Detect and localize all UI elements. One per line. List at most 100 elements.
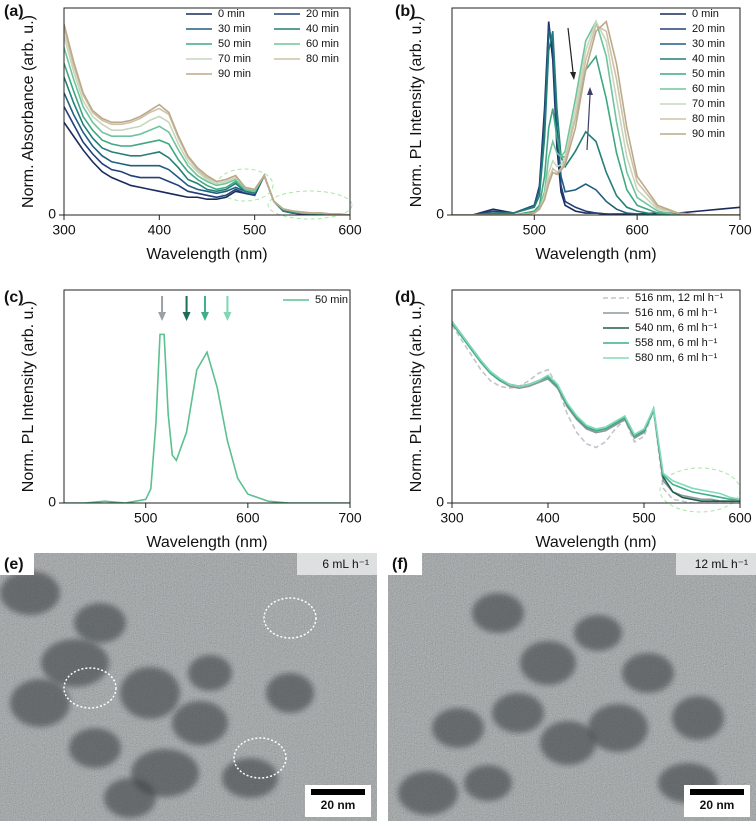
nanocrystal [472,593,524,633]
nanocrystal [266,673,314,713]
line-series [64,333,350,503]
annotation: 12 mL h⁻¹ [695,557,748,571]
nanocrystal [672,696,724,740]
x-tick-label: 300 [440,510,464,526]
nanocrystal [588,704,648,752]
legend-label: 60 min [306,38,339,50]
highlight-ring [263,597,317,639]
line-series [64,62,350,215]
annotation-box [676,553,756,575]
line-series [452,30,740,215]
x-tick-label: 300 [52,222,76,238]
line-series [452,322,740,501]
trend-arrow [586,94,591,151]
y-axis-title: Norm. Absorbance (arb. u.) [20,15,37,208]
legend-label: 90 min [692,128,725,140]
x-tick-label: 700 [338,510,362,526]
scale-bar [311,789,365,795]
x-tick-label: 500 [523,222,547,238]
legend-label: 80 min [692,113,725,125]
panel-label: (f) [392,556,408,573]
line-series [64,92,350,215]
nanocrystal [432,708,484,748]
tem-image: (f) 12 mL h⁻¹ 20 nm [388,553,756,821]
y-axis-title: Norm. PL Intensity (arb. u.) [408,16,425,207]
legend-label: 60 min [692,83,725,95]
panel-label: (c) [4,289,24,306]
x-tick-label: 600 [728,510,752,526]
x-tick-label: 600 [625,222,649,238]
highlight-ring [63,667,117,709]
tem-image: (e) 6 mL h⁻¹ 20 nm [0,553,377,821]
nanocrystal [120,667,180,719]
trend-arrowhead [587,87,593,95]
legend-label: 50 min [692,68,725,80]
line-series [64,23,350,215]
y-tick-label: 0 [48,206,56,222]
wavelength-arrowhead [182,312,191,321]
line-series [64,106,350,215]
legend-label: 0 min [218,8,245,20]
legend-label: 30 min [692,38,725,50]
x-tick-label: 500 [632,510,656,526]
legend-label: 30 min [218,23,251,35]
line-series [452,20,740,215]
nanocrystal [398,771,458,815]
nanocrystal [41,639,109,687]
x-tick-label: 600 [338,222,362,238]
wavelength-arrowhead [223,312,232,321]
x-tick-label: 500 [243,222,267,238]
nanocrystal [74,603,126,643]
line-series [64,76,350,215]
legend-label: 540 nm, 6 ml h⁻¹ [635,322,718,334]
x-tick-label: 400 [148,222,172,238]
plot-frame [451,289,741,504]
nanocrystal [104,778,156,818]
highlight-ellipse [267,190,353,220]
panel-label: (a) [4,3,24,20]
wavelength-arrowhead [200,312,209,321]
wavelength-arrowhead [158,312,167,321]
plot-frame [63,7,351,216]
nanocrystal [574,615,622,651]
legend-label: 20 min [692,23,725,35]
nanocrystal [222,758,278,798]
panel-label: (e) [4,556,24,573]
scale-bar-label: 20 nm [700,798,735,812]
trend-arrow [567,27,574,73]
panel-label: (d) [395,289,415,306]
legend-label: 70 min [692,98,725,110]
legend-label: 50 min [218,38,251,50]
nanocrystal [10,679,70,727]
x-tick-label: 700 [728,222,752,238]
y-tick-label: 0 [48,494,56,510]
x-axis-title: Wavelength (nm) [146,246,267,263]
x-tick-label: 400 [536,510,560,526]
legend-label: 516 nm, 6 ml h⁻¹ [635,307,718,319]
x-tick-label: 600 [236,510,260,526]
plot-frame [451,7,741,216]
line-series [64,121,350,215]
label-box [388,553,422,575]
nanocrystal [540,721,596,765]
annotation: 6 mL h⁻¹ [322,557,369,571]
nanocrystal [520,641,576,685]
line-series [452,322,740,502]
y-axis-title: Norm. PL Intensity (arb. u.) [408,301,425,492]
line-series [64,47,350,215]
nanocrystal [188,655,232,691]
x-axis-title: Wavelength (nm) [535,534,656,551]
nanocrystal [0,571,60,615]
legend-label: 580 nm, 6 ml h⁻¹ [635,352,718,364]
label-box [0,553,34,575]
trend-arrowhead [570,72,576,80]
x-tick-label: 500 [134,510,158,526]
nanocrystal [172,701,228,745]
scale-bar-label: 20 nm [321,798,356,812]
y-tick-label: 0 [436,206,444,222]
legend-label: 90 min [218,68,251,80]
plot-frame [63,289,351,504]
legend-label: 40 min [692,53,725,65]
nanocrystal [69,728,121,768]
